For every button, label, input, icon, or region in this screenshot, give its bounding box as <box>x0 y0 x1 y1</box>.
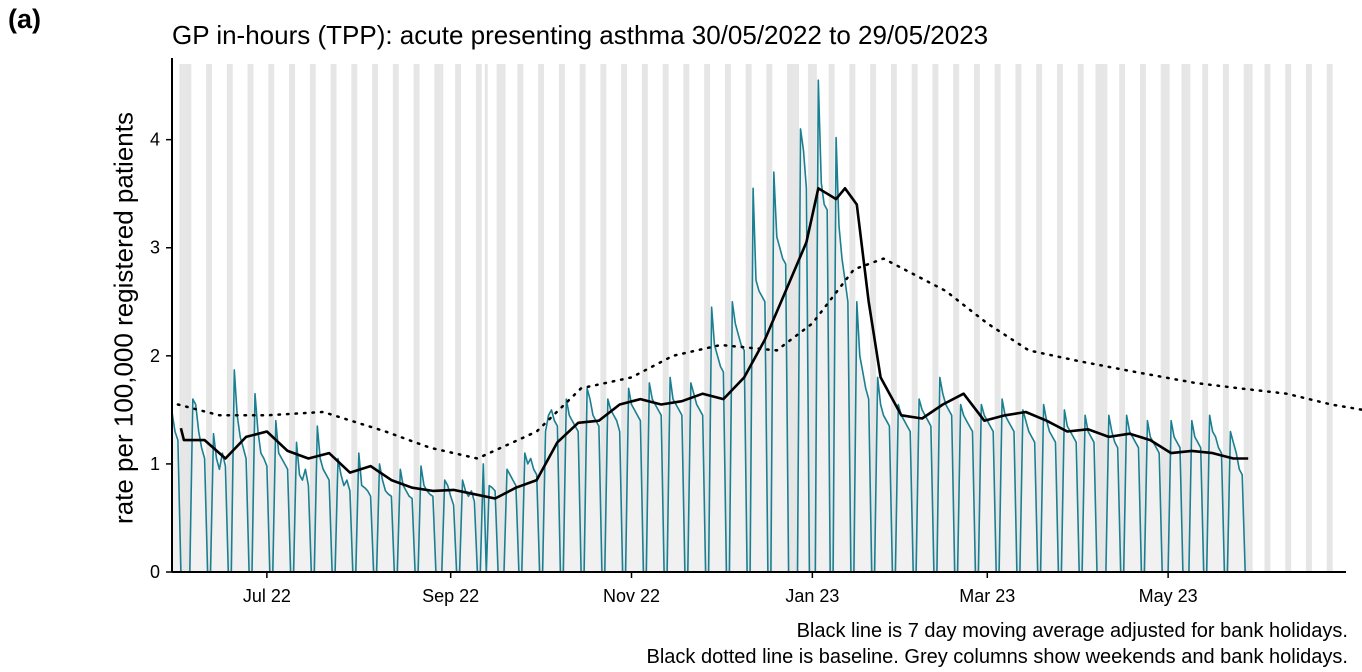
weekend-column <box>455 64 462 572</box>
grey-columns-layer <box>179 64 1333 572</box>
weekend-column <box>289 64 296 572</box>
weekend-column <box>704 64 711 572</box>
weekend-column <box>309 64 316 572</box>
weekend-column <box>517 64 524 572</box>
weekend-column <box>185 64 192 572</box>
moving-average-line <box>179 187 1249 500</box>
weekend-column <box>994 64 1001 572</box>
weekend-column <box>330 64 337 572</box>
y-tick-label: 1 <box>150 454 160 474</box>
bank-holiday-column <box>796 64 800 572</box>
weekend-column <box>1264 64 1271 572</box>
baseline-layer <box>176 257 1362 460</box>
moving-average-layer <box>179 187 1249 500</box>
weekend-column <box>1181 64 1188 572</box>
weekend-column <box>1160 64 1167 572</box>
weekend-column <box>247 64 254 572</box>
weekend-column <box>579 64 586 572</box>
weekend-column <box>807 64 814 572</box>
weekend-column <box>953 64 960 572</box>
weekend-column <box>1119 64 1126 572</box>
weekend-column <box>932 64 939 572</box>
weekend-column <box>662 64 669 572</box>
weekend-column <box>683 64 690 572</box>
bank-holiday-column <box>182 64 186 572</box>
weekend-column <box>413 64 420 572</box>
weekend-column <box>372 64 379 572</box>
weekend-column <box>206 64 213 572</box>
bank-holiday-column <box>1187 64 1191 572</box>
x-tick-label: Jul 22 <box>243 586 291 606</box>
weekend-column <box>1056 64 1063 572</box>
caption-line-2: Black dotted line is baseline. Grey colu… <box>646 646 1348 668</box>
weekend-column <box>268 64 275 572</box>
weekend-column <box>1305 64 1312 572</box>
weekend-column <box>558 64 565 572</box>
weekend-column <box>392 64 399 572</box>
weekend-column <box>1139 64 1146 572</box>
x-tick-label: Jan 23 <box>785 586 839 606</box>
weekend-column <box>1222 64 1229 572</box>
bank-holiday-column <box>502 64 506 572</box>
weekend-column <box>621 64 628 572</box>
x-tick-label: Mar 23 <box>959 586 1015 606</box>
weekend-column <box>1036 64 1043 572</box>
daily-rate-layer <box>171 79 1252 573</box>
bank-holiday-column <box>484 64 488 572</box>
weekend-column <box>787 64 794 572</box>
weekend-column <box>766 64 773 572</box>
weekend-column <box>641 64 648 572</box>
panel-label: (a) <box>8 4 41 34</box>
weekend-column <box>973 64 980 572</box>
y-tick-label: 3 <box>150 238 160 258</box>
x-tick-label: May 23 <box>1139 586 1198 606</box>
weekend-column <box>1202 64 1209 572</box>
x-tick-label: Sep 22 <box>422 586 479 606</box>
weekend-column <box>496 64 503 572</box>
weekend-column <box>1015 64 1022 572</box>
weekend-column <box>226 64 233 572</box>
caption-line-1: Black line is 7 day moving average adjus… <box>796 620 1348 642</box>
weekend-column <box>600 64 607 572</box>
weekend-column <box>911 64 918 572</box>
axes-layer: 0 1 2 3 4 Jul 22 Sep 22 Nov 22 Jan 23 Mar 23 May 2… <box>150 58 1346 606</box>
chart-title: GP in-hours (TPP): acute presenting asth… <box>172 20 989 50</box>
y-tick-label: 4 <box>150 130 160 150</box>
weekend-column <box>870 64 877 572</box>
weekend-column <box>434 64 441 572</box>
weekend-column <box>1243 64 1250 572</box>
weekend-column <box>1285 64 1292 572</box>
weekend-column <box>475 64 482 572</box>
weekend-column <box>351 64 358 572</box>
bank-holiday-column <box>1166 64 1170 572</box>
bank-holiday-column <box>793 64 797 572</box>
bank-holiday-column <box>1095 64 1099 572</box>
y-tick-label: 2 <box>150 346 160 366</box>
bank-holiday-column <box>179 64 183 572</box>
chart-plot: 0 1 2 3 4 Jul 22 Sep 22 Nov 22 Jan 23 Mar 23 May 2… <box>150 58 1362 606</box>
daily-rate-line <box>171 79 1252 573</box>
x-tick-label: Nov 22 <box>603 586 660 606</box>
weekend-column <box>538 64 545 572</box>
weekend-column <box>745 64 752 572</box>
weekend-column <box>1077 64 1084 572</box>
weekend-column <box>1098 64 1105 572</box>
weekend-column <box>849 64 856 572</box>
bank-holiday-column <box>1249 64 1253 572</box>
weekend-column <box>890 64 897 572</box>
bank-holiday-column <box>440 64 444 572</box>
y-tick-label: 0 <box>150 562 160 582</box>
baseline-dotted-line <box>176 257 1362 460</box>
bank-holiday-column <box>1104 64 1108 572</box>
weekend-column <box>724 64 731 572</box>
weekend-column <box>828 64 835 572</box>
weekend-column <box>1326 64 1333 572</box>
